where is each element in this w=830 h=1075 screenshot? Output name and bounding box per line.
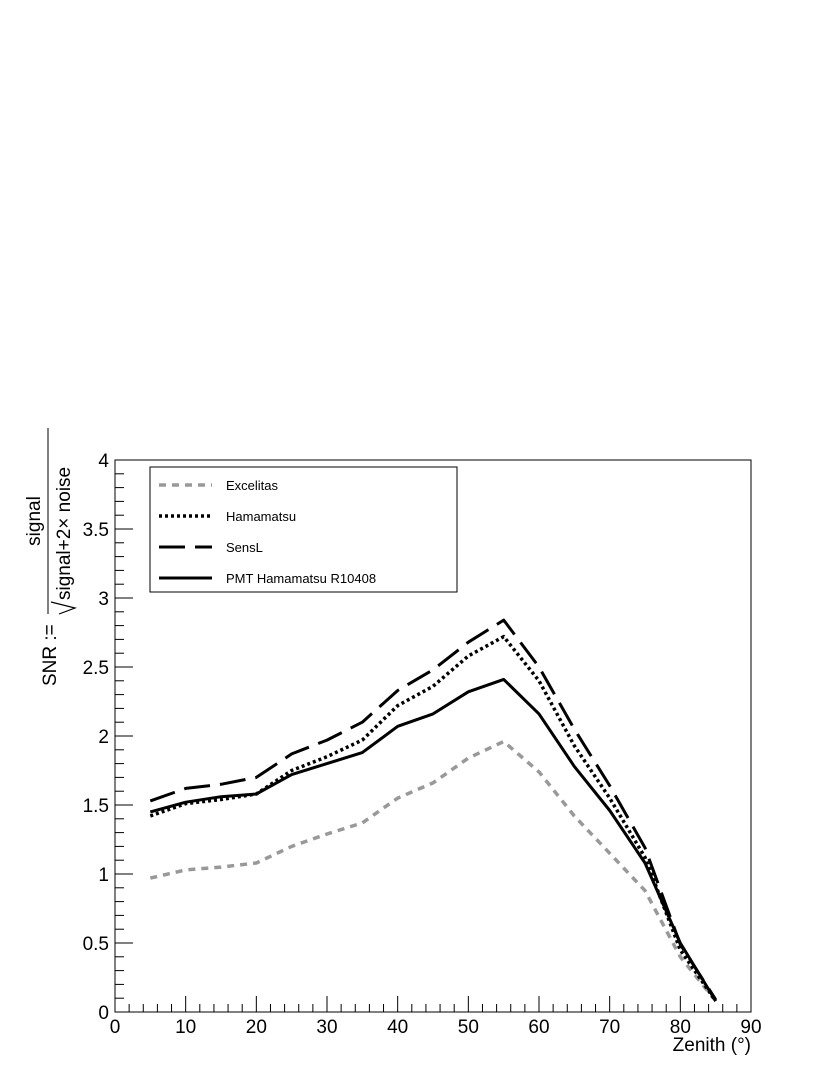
- y-tick-label: 2: [98, 727, 109, 748]
- legend-label: SensL: [226, 540, 263, 555]
- y-axis-title-sqrt-sign: [50, 601, 78, 615]
- legend-box: [149, 466, 458, 593]
- y-tick-label: 3: [98, 589, 109, 610]
- series-lines: [149, 618, 718, 1003]
- series-line-2: [149, 618, 717, 1001]
- x-tick-label: 80: [670, 1017, 691, 1038]
- series-line-1: [149, 634, 718, 1002]
- y-axis-title-numerator: signal: [24, 496, 45, 546]
- legend-label: Hamamatsu: [226, 509, 296, 524]
- x-tick-label: 0: [110, 1017, 121, 1038]
- x-tick-label: 70: [599, 1017, 620, 1038]
- y-axis-title-denominator: signal+2× noise: [54, 467, 75, 600]
- x-tick-label: 40: [387, 1017, 408, 1038]
- y-axis-ticks: 0 0.5 1 1.5 2 2.5 3 3.5 4: [83, 451, 133, 1024]
- x-axis-title: Zenith (°): [673, 1035, 751, 1056]
- legend-label: PMT Hamamatsu R10408: [226, 571, 376, 586]
- y-tick-label: 0.5: [83, 934, 109, 955]
- x-tick-label: 10: [175, 1017, 196, 1038]
- series-line-3: [149, 677, 717, 1002]
- legend: Excelitas Hamamatsu SensL PMT Hamamatsu R10…: [149, 466, 458, 593]
- y-axis-title-prefix: SNR :=: [40, 624, 61, 686]
- y-tick-label: 3.5: [83, 520, 109, 541]
- x-axis-ticks: 0 10 20 30 40 50 60 70 80 90: [110, 996, 762, 1038]
- series-line-0: [149, 739, 718, 1003]
- x-tick-label: 20: [246, 1017, 267, 1038]
- y-axis-title: SNR := signal signal+2× noise: [24, 428, 78, 686]
- y-tick-label: 1.5: [83, 796, 109, 817]
- legend-label: Excelitas: [226, 478, 279, 493]
- y-tick-label: 1: [98, 865, 109, 886]
- x-tick-label: 60: [528, 1017, 549, 1038]
- x-tick-label: 30: [316, 1017, 337, 1038]
- x-tick-label: 50: [458, 1017, 479, 1038]
- x-tick-label: 90: [740, 1017, 761, 1038]
- y-tick-label: 2.5: [83, 658, 109, 679]
- y-tick-label: 4: [98, 451, 109, 472]
- y-tick-label: 0: [98, 1003, 109, 1024]
